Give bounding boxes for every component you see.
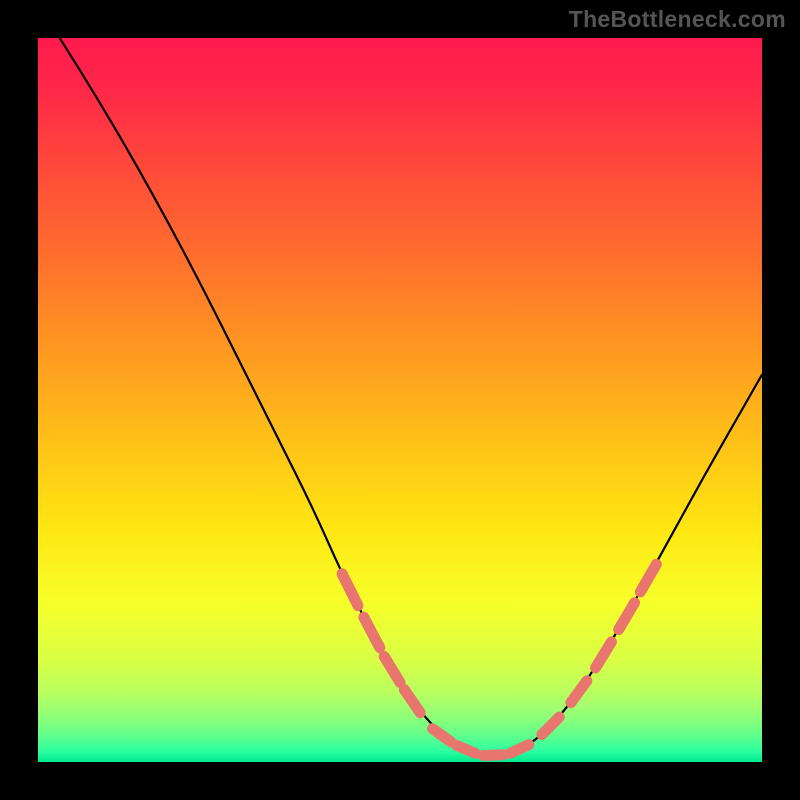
curve-marker [456,745,475,753]
watermark-text: TheBottleneck.com [569,6,786,33]
bottleneck-curve-svg [38,38,762,762]
plot-area [38,38,762,762]
curve-marker [483,755,503,756]
gradient-background [38,38,762,762]
chart-frame: TheBottleneck.com [0,0,800,800]
